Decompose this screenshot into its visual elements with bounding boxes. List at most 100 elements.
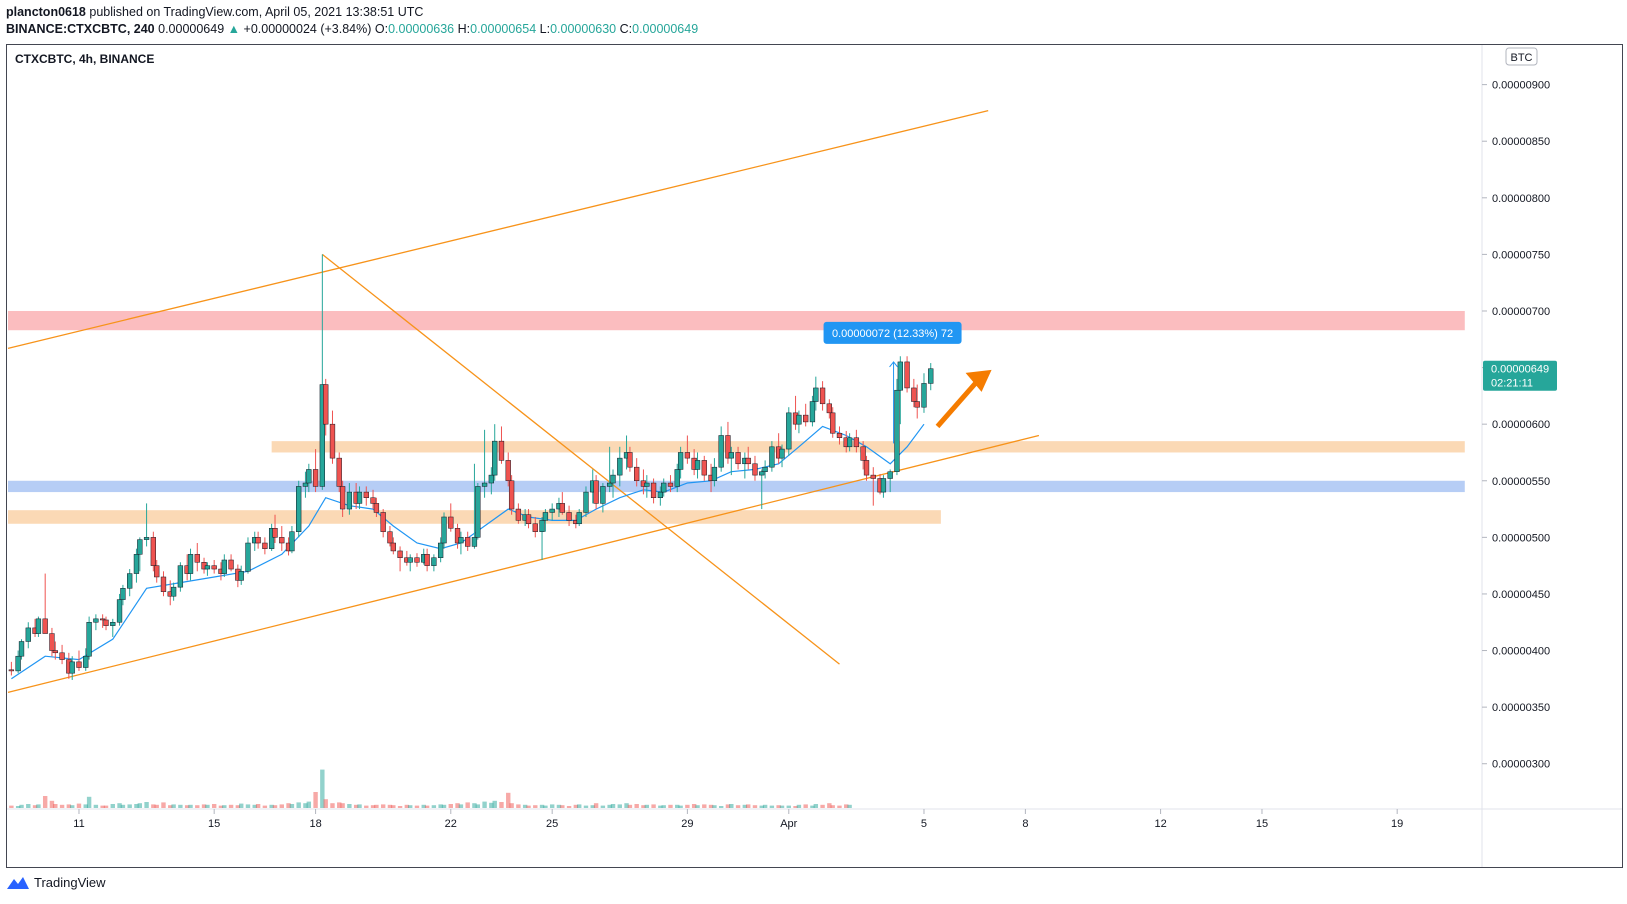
volume-bar	[205, 804, 210, 808]
candle-body	[583, 491, 589, 513]
volume-bar	[239, 803, 244, 808]
volume-bar	[49, 800, 55, 808]
last-price-value: 0.00000649	[1491, 364, 1549, 376]
volume-bar	[725, 804, 731, 808]
volume-bar	[201, 804, 207, 808]
chart-legend: CTXCBTC, 4h, BINANCE	[15, 52, 154, 66]
candle-body	[465, 537, 471, 547]
volume-bar	[296, 802, 301, 808]
volume-bar	[408, 805, 413, 808]
candle-body	[120, 588, 126, 600]
candle-body	[262, 542, 268, 549]
volume-bar	[678, 805, 683, 808]
candle-body	[803, 414, 809, 423]
candle-body	[759, 471, 765, 476]
volume-bar	[593, 803, 599, 808]
volume-bar	[188, 804, 193, 808]
x-tick-label: 5	[921, 818, 927, 830]
volume-bar	[796, 804, 802, 808]
volume-bar	[161, 802, 166, 808]
volume-bar	[120, 804, 126, 808]
y-tick-label: 0.00000350	[1492, 702, 1550, 714]
candle-body	[505, 460, 511, 482]
candle-body	[650, 482, 657, 498]
candle	[725, 421, 731, 464]
candle-body	[35, 618, 42, 634]
volume-bar	[15, 806, 21, 808]
candle	[86, 616, 92, 660]
candle-body	[627, 452, 633, 468]
volume-bar	[117, 803, 122, 808]
candle	[674, 463, 680, 493]
candle-body	[458, 537, 464, 544]
candle-body	[657, 491, 663, 498]
candle	[694, 452, 701, 479]
price-change: +0.00000024 (+3.84%)	[243, 22, 372, 36]
candle-body	[76, 661, 82, 668]
candle	[279, 526, 285, 551]
candle-body	[769, 446, 775, 468]
candle	[830, 407, 836, 438]
candle	[853, 429, 860, 453]
candle-body	[339, 486, 346, 510]
candle-body	[894, 389, 900, 472]
volume-bar	[675, 804, 680, 808]
price-chart[interactable]: 0.00000072 (12.33%) 72 0.00000900 0.00000…	[7, 45, 1622, 867]
open-label: O:	[374, 22, 389, 36]
candle-body	[488, 474, 494, 484]
y-tick-label: 0.00000700	[1492, 306, 1550, 318]
volume-bar	[66, 804, 72, 808]
candle	[870, 467, 876, 506]
candle	[650, 478, 657, 504]
candle-body	[752, 463, 758, 476]
currency-button[interactable]: BTC	[1505, 47, 1538, 66]
zone-resistance	[8, 310, 1465, 331]
candle-body	[711, 466, 718, 482]
volume-bar	[695, 805, 700, 808]
candle-body	[914, 401, 920, 408]
chart-frame[interactable]: 0.00000072 (12.33%) 72 0.00000900 0.00000…	[6, 44, 1623, 868]
candle-body	[431, 557, 437, 566]
candle	[819, 381, 826, 411]
candle-body	[880, 478, 887, 493]
candle	[775, 433, 782, 464]
candle	[380, 509, 386, 538]
volume-bar	[279, 804, 284, 808]
candle	[914, 384, 920, 419]
volume-bar	[533, 805, 538, 808]
candle	[59, 644, 65, 665]
footer-brand[interactable]: TradingView	[6, 875, 106, 890]
candle-body	[127, 573, 133, 589]
y-tick-label: 0.00000800	[1492, 193, 1550, 205]
candle-body	[454, 528, 461, 544]
candle	[498, 426, 505, 464]
candle	[346, 483, 353, 515]
volume-bar	[438, 804, 443, 808]
candle-body	[255, 537, 261, 544]
volume-bar	[195, 805, 200, 808]
volume-bar	[560, 805, 565, 808]
candle	[221, 554, 227, 577]
candle	[329, 410, 336, 464]
volume-bar	[211, 804, 217, 808]
candle	[18, 639, 25, 660]
candle-body	[187, 554, 194, 574]
low-value: 0.00000630	[550, 22, 617, 36]
x-tick-label: 8	[1022, 818, 1028, 830]
x-tick-label: 22	[445, 818, 457, 830]
candle-body	[49, 633, 55, 651]
candle-body	[475, 486, 481, 538]
candle	[272, 514, 278, 544]
measure-label: 0.00000072 (12.33%) 72	[832, 328, 953, 340]
author-name[interactable]: plancton0618	[6, 5, 86, 19]
candle-body	[448, 516, 454, 529]
candle	[336, 452, 342, 493]
x-tick-label: 11	[73, 818, 84, 830]
candle	[657, 486, 663, 506]
candle-body	[846, 437, 853, 448]
volume-bar	[330, 803, 335, 808]
candle	[120, 584, 126, 606]
volume-bar	[42, 796, 48, 808]
candle	[471, 463, 478, 549]
candle-body	[424, 554, 430, 566]
